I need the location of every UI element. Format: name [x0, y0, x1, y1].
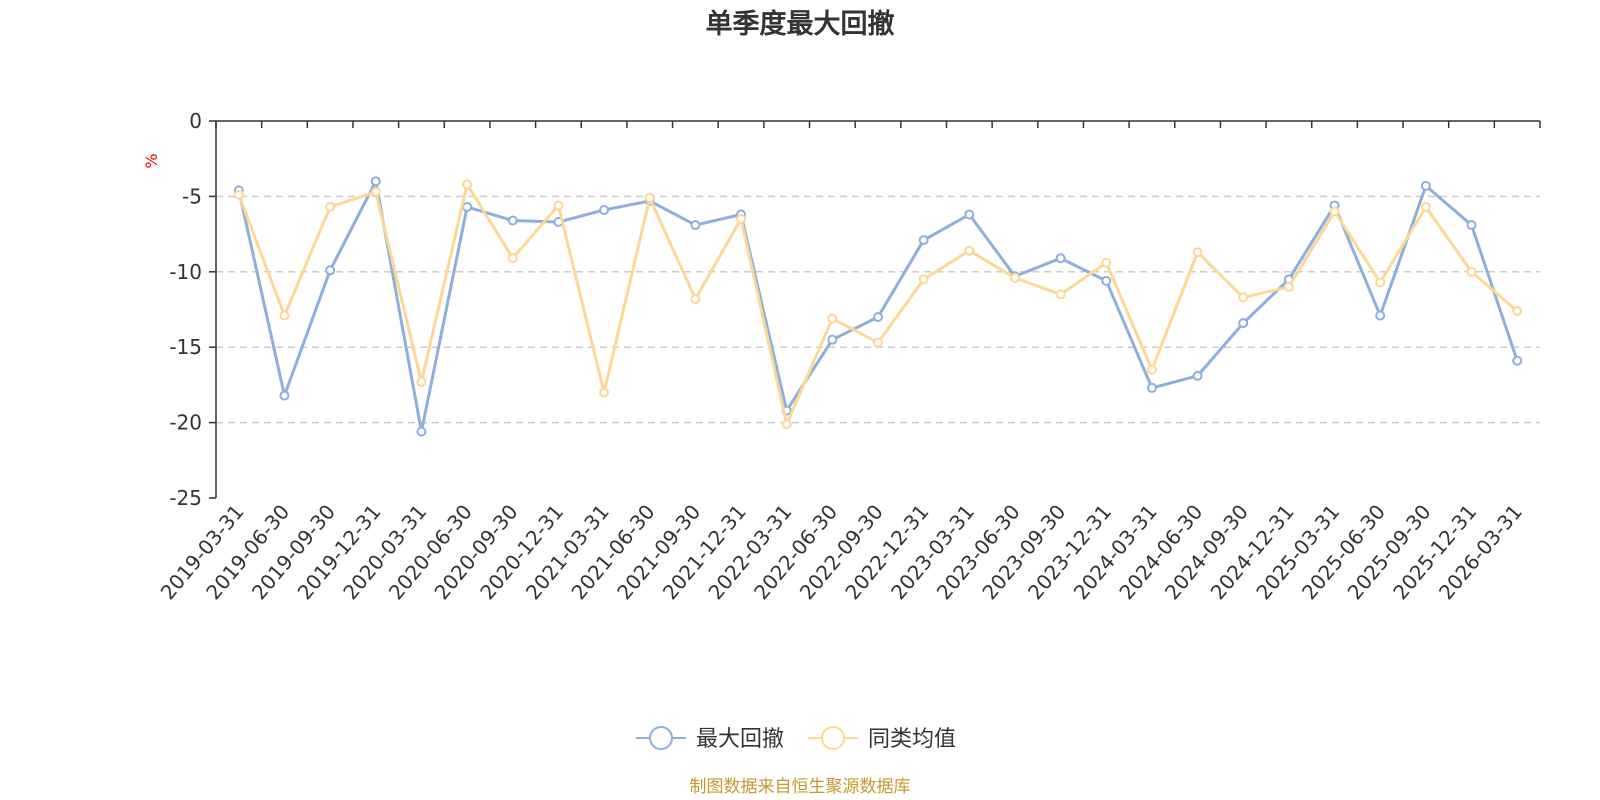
- data-point[interactable]: [1238, 292, 1249, 303]
- data-point[interactable]: [279, 390, 290, 401]
- y-tick-label: -15: [169, 335, 202, 359]
- y-tick-label: -5: [182, 184, 202, 208]
- data-point[interactable]: [827, 334, 838, 345]
- data-point[interactable]: [325, 201, 336, 212]
- data-point[interactable]: [279, 310, 290, 321]
- legend-label: 最大回撤: [696, 727, 784, 752]
- data-point[interactable]: [1101, 257, 1112, 268]
- legend-marker-icon: [821, 726, 845, 750]
- data-point[interactable]: [1375, 310, 1386, 321]
- data-point[interactable]: [1420, 201, 1431, 212]
- data-point[interactable]: [736, 214, 747, 225]
- data-point[interactable]: [325, 265, 336, 276]
- data-point[interactable]: [1283, 281, 1294, 292]
- data-point[interactable]: [462, 179, 473, 190]
- data-point[interactable]: [690, 293, 701, 304]
- legend[interactable]: 最大回撤 同类均值: [636, 726, 956, 752]
- legend-item-2[interactable]: 同类均值: [808, 726, 956, 752]
- data-point[interactable]: [1329, 206, 1340, 217]
- data-point[interactable]: [599, 387, 610, 398]
- data-point[interactable]: [370, 176, 381, 187]
- source-note: 制图数据来自恒生聚源数据库: [690, 777, 911, 797]
- data-point[interactable]: [1512, 306, 1523, 317]
- data-point[interactable]: [1146, 364, 1157, 375]
- legend-marker-icon: [649, 726, 673, 750]
- data-point[interactable]: [964, 209, 975, 220]
- data-point[interactable]: [873, 337, 883, 348]
- data-point[interactable]: [462, 201, 473, 212]
- chart-title: 单季度最大回撤: [706, 8, 895, 40]
- y-tick-label: 0: [189, 109, 202, 133]
- data-point[interactable]: [1009, 272, 1020, 283]
- data-point[interactable]: [827, 313, 838, 324]
- data-point[interactable]: [1055, 253, 1066, 264]
- data-point[interactable]: [1466, 266, 1477, 277]
- y-tick-label: -25: [169, 486, 202, 510]
- data-point[interactable]: [964, 245, 975, 256]
- data-point[interactable]: [690, 220, 701, 231]
- data-point[interactable]: [1420, 180, 1431, 191]
- data-point[interactable]: [599, 204, 610, 215]
- data-point[interactable]: [1192, 370, 1203, 381]
- series-1: [233, 176, 1523, 437]
- data-point[interactable]: [918, 235, 929, 246]
- data-point[interactable]: [1512, 355, 1523, 366]
- data-point[interactable]: [1238, 318, 1249, 329]
- y-tick-label: -20: [169, 411, 202, 435]
- data-point[interactable]: [781, 419, 792, 430]
- data-point[interactable]: [416, 426, 427, 437]
- data-point[interactable]: [1466, 220, 1477, 231]
- data-point[interactable]: [1101, 275, 1112, 286]
- data-point[interactable]: [507, 253, 518, 264]
- legend-label: 同类均值: [868, 727, 956, 752]
- axes: 0-5-10-15-20-252019-03-312019-06-302019-…: [156, 109, 1541, 604]
- data-point[interactable]: [644, 192, 655, 203]
- data-point[interactable]: [370, 186, 381, 197]
- data-point[interactable]: [1192, 247, 1203, 258]
- data-point[interactable]: [233, 189, 244, 200]
- data-point[interactable]: [507, 215, 518, 226]
- data-point[interactable]: [1146, 382, 1157, 393]
- y-axis-unit: %: [142, 153, 161, 168]
- legend-item-1[interactable]: 最大回撤: [636, 726, 784, 752]
- series-line: [237, 179, 1519, 434]
- data-point[interactable]: [416, 376, 427, 387]
- data-point[interactable]: [918, 274, 929, 285]
- series-layer: [233, 176, 1523, 437]
- data-point[interactable]: [873, 312, 883, 323]
- series-2: [233, 179, 1523, 430]
- data-point[interactable]: [1055, 289, 1066, 300]
- y-tick-label: -10: [169, 260, 202, 284]
- data-point[interactable]: [553, 200, 564, 211]
- data-point[interactable]: [1375, 277, 1386, 288]
